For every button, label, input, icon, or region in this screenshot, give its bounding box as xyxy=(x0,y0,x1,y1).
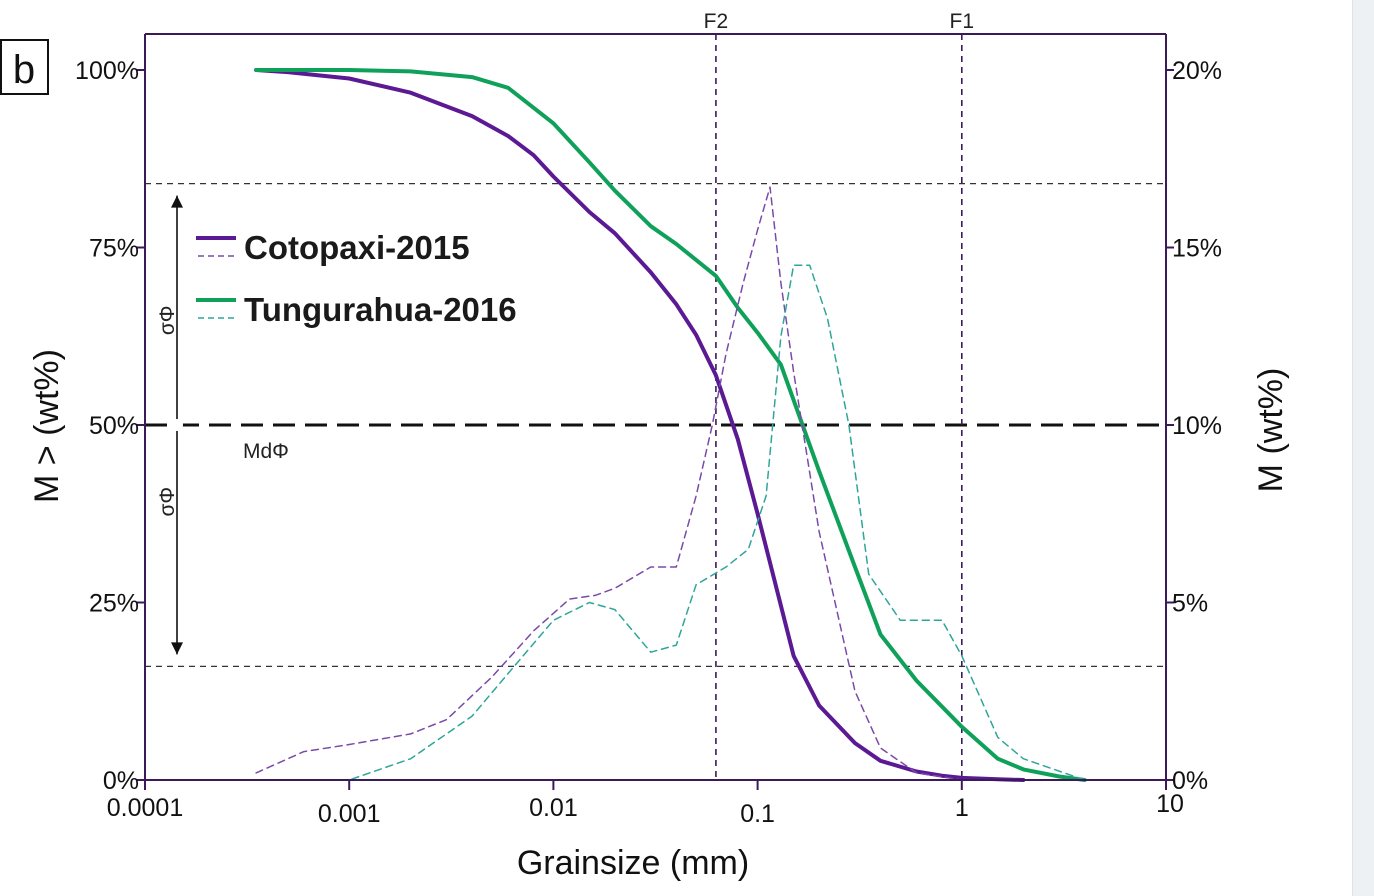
y-left-tick-label: 100% xyxy=(75,57,139,85)
cotopaxi-2015-frequency-line xyxy=(255,186,963,781)
sigma-arrow-gap xyxy=(171,419,183,431)
legend: Cotopaxi-2015 Tungurahua-2016 xyxy=(196,229,517,328)
y-left-tick-label: 25% xyxy=(89,590,139,618)
reference-lines: F2 F1 xyxy=(145,10,1166,780)
y-right-tick-label: 5% xyxy=(1172,590,1208,618)
annotations: σΦ σΦ MdΦ xyxy=(156,195,289,655)
sigma-arrow-head-bottom xyxy=(171,642,183,655)
series-layer xyxy=(254,68,1087,782)
y-right-tick-label: 20% xyxy=(1172,57,1222,85)
tungurahua-2016-cumulative-line xyxy=(254,68,1087,782)
cotopaxi-2015-cumulative-line xyxy=(254,68,1026,782)
axes: 0.0001 0.001 0.01 0.1 1 100%25%50%75%100%0%5%… xyxy=(75,33,1222,828)
y-left-tick-label: 75% xyxy=(89,235,139,263)
x-tick-label: 1 xyxy=(955,794,969,822)
sigma-label-lower: σΦ xyxy=(156,487,179,517)
panel-label-box: b xyxy=(0,39,49,95)
x-axis-title: Grainsize (mm) xyxy=(517,844,749,882)
y-left-tick-label: 0% xyxy=(103,767,139,795)
x-tick-label: 0.1 xyxy=(740,800,775,828)
y-left-tick-label: 50% xyxy=(89,412,139,440)
y-right-tick-label: 10% xyxy=(1172,412,1222,440)
x-tick-label: 0.01 xyxy=(529,794,578,822)
fraction-label-f2: F2 xyxy=(704,10,729,33)
legend-label-tungurahua-2016: Tungurahua-2016 xyxy=(244,291,517,328)
x-tick-label: 0.001 xyxy=(318,800,381,828)
window-edge-strip xyxy=(1352,0,1374,896)
fraction-label-f1: F1 xyxy=(950,10,975,33)
y-right-tick-label: 15% xyxy=(1172,235,1222,263)
sigma-label-upper: σΦ xyxy=(156,305,179,335)
legend-label-cotopaxi-2015: Cotopaxi-2015 xyxy=(244,229,470,266)
x-tick-label: 0.0001 xyxy=(107,794,183,822)
tungurahua-2016-frequency-line xyxy=(255,264,1086,781)
y-axis-left-title: M > (wt%) xyxy=(28,349,66,503)
sigma-arrow-head-top xyxy=(171,195,183,208)
x-tick-label: 10 xyxy=(1156,790,1184,818)
y-right-tick-label: 0% xyxy=(1172,767,1208,795)
panel-label: b xyxy=(13,48,35,92)
median-label: MdΦ xyxy=(243,440,289,463)
y-axis-right-title: M (wt%) xyxy=(1252,368,1290,493)
